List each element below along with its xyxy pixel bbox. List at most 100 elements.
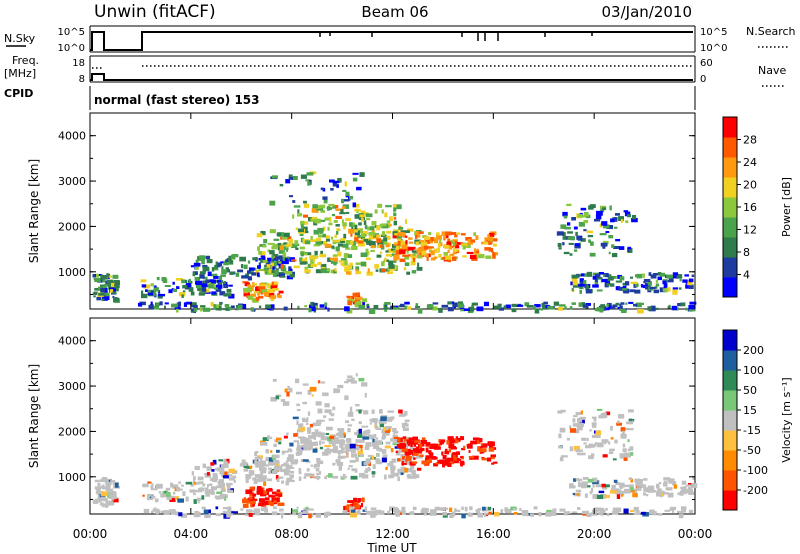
echo-cell: [302, 401, 308, 405]
echo-cell: [216, 491, 223, 495]
echo-cell: [390, 469, 395, 475]
echo-cell: [572, 280, 578, 286]
echo-cell: [615, 238, 621, 242]
echo-cell: [171, 495, 176, 499]
echo-cell: [580, 410, 583, 415]
echo-cell: [582, 304, 589, 308]
echo-cell: [482, 443, 488, 448]
echo-cell: [688, 284, 694, 290]
echo-cell: [263, 481, 267, 487]
echo-cell: [412, 506, 417, 511]
echo-cell: [434, 506, 440, 511]
echo-cell: [411, 469, 416, 475]
echo-cell: [361, 497, 365, 503]
echo-cell: [219, 291, 226, 296]
echo-cell: [384, 257, 387, 262]
echo-cell: [95, 490, 103, 494]
echo-cell: [178, 481, 181, 484]
echo-cell: [378, 409, 383, 414]
colorbar-segment: [723, 370, 737, 391]
echo-cell: [154, 285, 157, 288]
echo-cell: [401, 448, 409, 453]
echo-cell: [213, 304, 217, 310]
echo-cell: [222, 507, 229, 510]
echo-cell: [324, 217, 330, 221]
echo-cell: [222, 308, 229, 311]
echo-cell: [650, 274, 657, 279]
echo-cell: [610, 425, 613, 431]
echo-cell: [579, 416, 586, 420]
echo-cell: [379, 251, 383, 254]
echo-cell: [335, 246, 340, 252]
echo-cell: [599, 223, 603, 228]
echo-cell: [321, 441, 325, 444]
echo-cell: [254, 451, 258, 457]
echo-cell: [688, 509, 694, 513]
echo-cell: [137, 302, 143, 307]
echo-cell: [276, 437, 282, 443]
echo-cell: [221, 269, 227, 275]
echo-cell: [260, 493, 267, 497]
echo-cell: [408, 511, 414, 515]
echo-cell: [203, 280, 207, 284]
echo-cell: [360, 503, 363, 508]
echo-cell: [281, 236, 288, 240]
echo-cell: [636, 487, 642, 491]
echo-cell: [310, 263, 317, 268]
echo-cell: [317, 476, 320, 481]
colorbar-frame: [722, 329, 738, 511]
echo-cell: [314, 218, 321, 224]
echo-cell: [271, 281, 275, 286]
echo-cell: [583, 212, 589, 217]
echo-cell: [453, 242, 456, 246]
echo-cell: [460, 436, 463, 440]
echo-cell: [299, 233, 304, 237]
echo-cell: [224, 293, 232, 297]
echo-cell: [428, 450, 432, 455]
echo-cell: [421, 250, 427, 256]
echo-cell: [156, 303, 160, 306]
echo-cell: [627, 439, 630, 443]
echo-cell: [315, 423, 321, 427]
echo-cell: [313, 441, 319, 446]
echo-cell: [325, 432, 330, 436]
echo-cell: [681, 509, 686, 513]
echo-cell: [433, 248, 439, 253]
echo-cell: [396, 444, 402, 449]
echo-cell: [575, 478, 580, 481]
colorbar-segment: [723, 390, 737, 411]
colorbar-tick-label: 4: [743, 269, 750, 282]
echo-cell: [630, 452, 634, 456]
echo-cell: [215, 506, 219, 510]
echo-cell: [258, 462, 265, 468]
echo-cell: [601, 278, 607, 282]
echo-cell: [155, 509, 160, 515]
echo-cell: [617, 420, 620, 424]
echo-cell: [257, 503, 264, 507]
echo-cell: [404, 219, 408, 224]
echo-cell: [261, 288, 268, 293]
echo-cell: [273, 281, 279, 285]
echo-cell: [591, 453, 595, 457]
echo-cell: [562, 211, 568, 217]
echo-cell: [218, 479, 224, 484]
echo-cell: [103, 498, 108, 502]
echo-cell: [449, 513, 454, 519]
echo-cell: [393, 472, 400, 476]
echo-cell: [226, 512, 231, 518]
echo-cell: [620, 427, 626, 432]
echo-cell: [175, 277, 183, 281]
echo-cell: [408, 237, 413, 240]
echo-cell: [161, 277, 167, 281]
echo-cell: [194, 266, 199, 270]
echo-cell: [285, 464, 289, 469]
colorbar-segment: [723, 277, 737, 298]
echo-cell: [393, 507, 398, 511]
echo-cell: [330, 187, 334, 191]
echo-cell: [295, 378, 300, 384]
echo-cell: [306, 445, 313, 450]
echo-cell: [270, 450, 273, 453]
echo-cell: [272, 470, 278, 474]
echo-cell: [468, 455, 474, 459]
echo-cell: [461, 513, 466, 519]
